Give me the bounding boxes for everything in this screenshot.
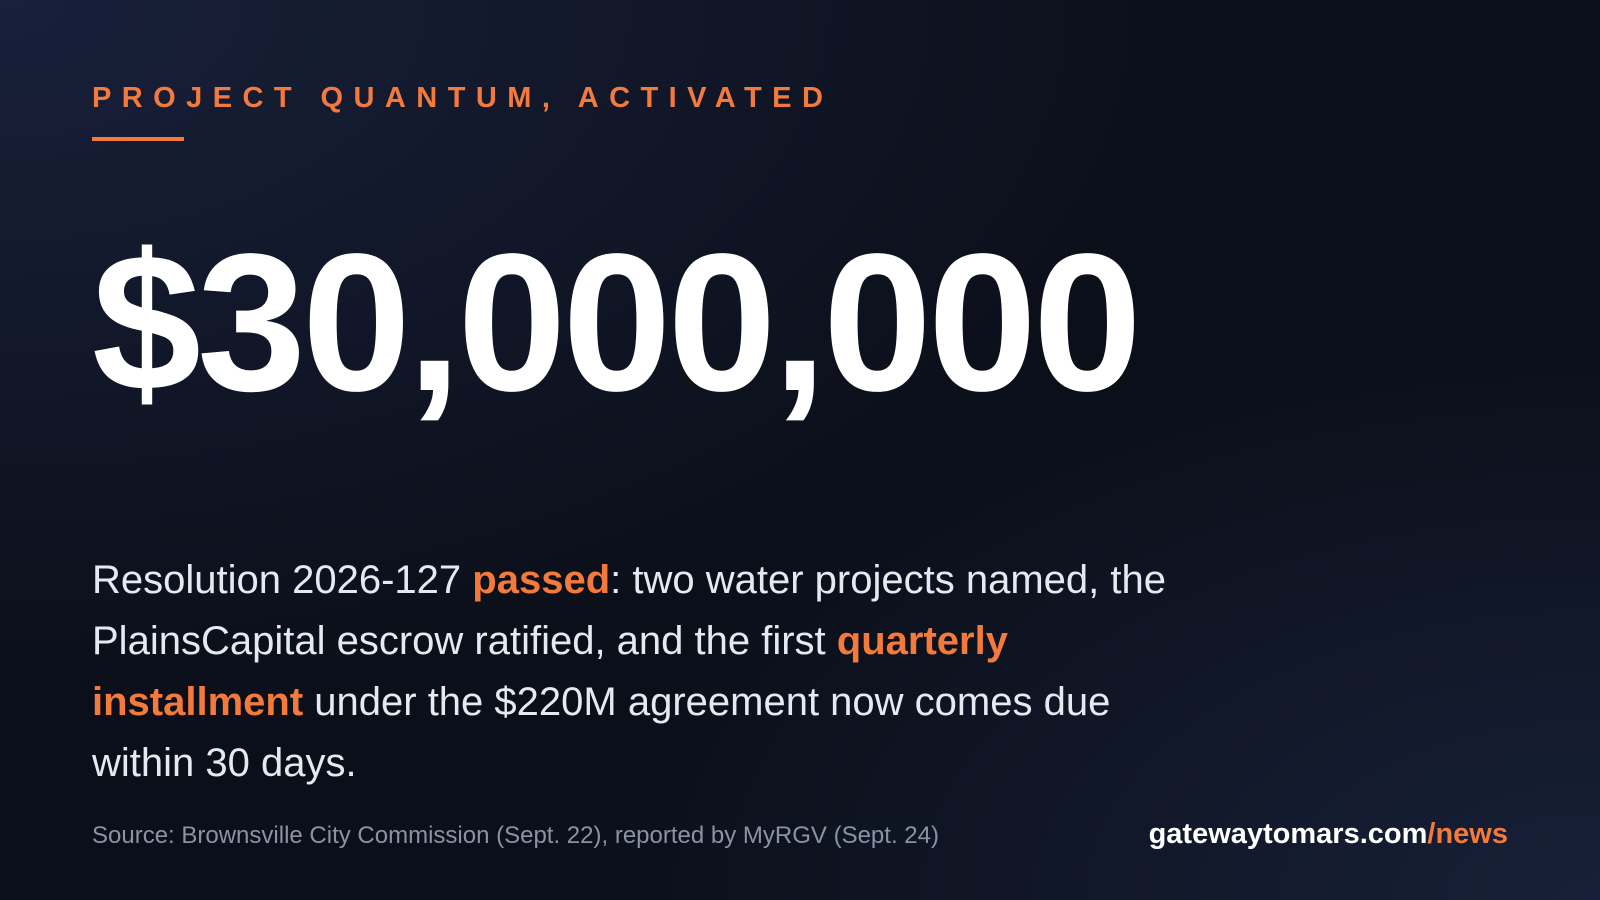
site-path: /news (1427, 818, 1508, 850)
source-note: Source: Brownsville City Commission (Sep… (92, 822, 939, 849)
body-text: Resolution 2026-127 passed: two water pr… (92, 550, 1182, 794)
body-segment: Resolution 2026-127 (92, 558, 473, 602)
kicker: PROJECT QUANTUM, ACTIVATED (92, 82, 834, 114)
body-segment: under the $220M agreement now comes due … (92, 680, 1111, 785)
headline-amount: $30,000,000 (92, 213, 1142, 432)
body-segment: : two water projects named, the PlainsCa… (92, 558, 1166, 663)
kicker-rule (92, 137, 184, 141)
body-highlight: passed (472, 558, 611, 602)
site-link: gatewaytomars.com/news (1149, 818, 1508, 851)
body-highlight: quarterly installment (92, 619, 1008, 724)
site-domain: gatewaytomars.com (1148, 818, 1428, 850)
